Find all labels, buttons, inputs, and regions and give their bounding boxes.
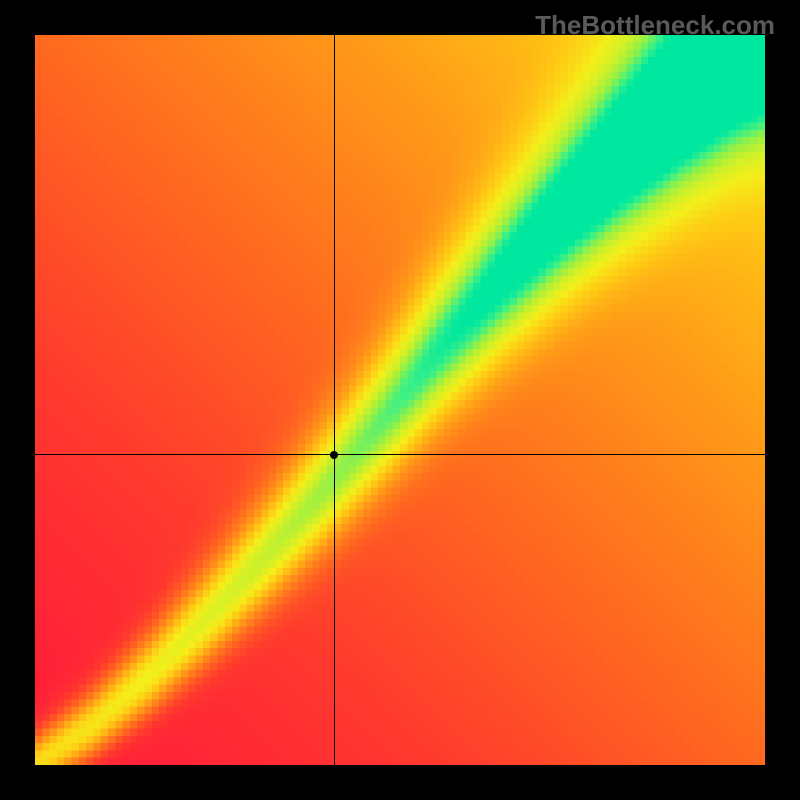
crosshair-horizontal xyxy=(35,454,765,455)
crosshair-vertical xyxy=(334,35,335,765)
chart-container: TheBottleneck.com xyxy=(0,0,800,800)
heatmap-canvas xyxy=(35,35,765,765)
crosshair-marker xyxy=(330,451,338,459)
